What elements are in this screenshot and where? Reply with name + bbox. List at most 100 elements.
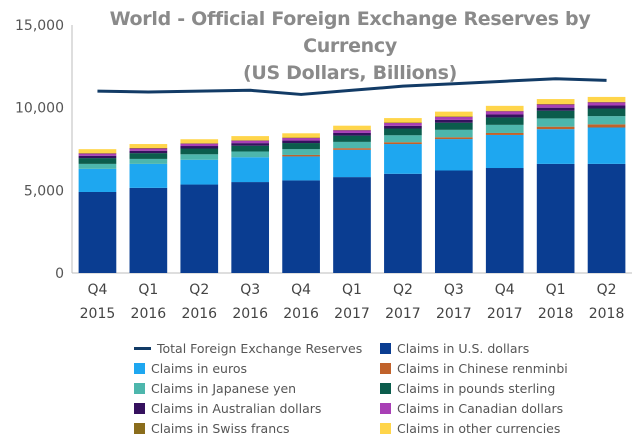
bar-segment-claims-in-canadian-dollars [587,102,626,106]
bar-segment-claims-in-australian-dollars [485,114,524,118]
bar-segment-claims-in-japanese-yen [180,154,219,160]
bar-segment-claims-in-pounds-sterling [434,122,473,130]
x-tick-label-year: 2018 [589,306,625,322]
legend-swatch [380,402,391,414]
legend-swatch [380,342,391,354]
bar-segment-claims-in-australian-dollars [333,132,371,136]
bar-segment-claims-in-other-currencies [78,149,117,154]
legend-swatch [380,382,391,394]
bar-segment-claims-in-other-currencies [384,118,422,123]
bar-segment-claims-in-swiss-francs [333,129,371,131]
legend-label: Claims in other currencies [397,420,561,436]
bar-segment-claims-in-euros [129,163,168,188]
bar-segment-claims-in-u-s-dollars [78,191,117,273]
bar-segment-claims-in-pounds-sterling [129,153,168,159]
bar-segment-claims-in-canadian-dollars [231,140,270,144]
bar-segment-claims-in-chinese-renminbi [282,154,320,157]
bar-segment-claims-in-u-s-dollars [384,173,422,273]
bar-segment-claims-in-pounds-sterling [333,135,371,142]
bar-segment-claims-in-euros [587,127,626,164]
bar-segment-claims-in-euros [231,157,270,183]
bar-segment-claims-in-other-currencies [180,139,219,144]
legend-item: Claims in pounds sterling [380,380,624,396]
bar-segment-claims-in-australian-dollars [536,107,575,111]
bar-segment-claims-in-swiss-francs [434,116,473,117]
x-tick-label-year: 2016 [283,306,319,322]
bar-segment-claims-in-u-s-dollars [129,187,168,273]
y-tick-label: 0 [55,266,64,282]
legend-swatch [380,362,391,374]
legend-swatch [134,382,145,394]
legend-item: Claims in Australian dollars [134,400,380,416]
legend-swatch [380,422,391,434]
legend-swatch [134,402,145,414]
bar-segment-claims-in-canadian-dollars [333,130,371,133]
bar-segment-claims-in-pounds-sterling [384,128,422,136]
bar-segment-claims-in-u-s-dollars [536,163,575,273]
legend-label: Claims in Swiss francs [151,420,290,436]
x-tick-label-year: 2017 [436,306,472,322]
x-tick-label-quarter: Q1 [138,282,158,298]
bar-segment-claims-in-japanese-yen [485,124,524,133]
bar-segment-claims-in-chinese-renminbi [434,137,473,140]
x-tick-label-quarter: Q1 [342,282,362,298]
bar-segment-claims-in-u-s-dollars [282,180,320,273]
bar-segment-claims-in-other-currencies [485,105,524,111]
x-tick-label-quarter: Q2 [597,282,617,298]
bar-segment-claims-in-australian-dollars [282,140,320,144]
x-tick-label-quarter: Q2 [189,282,209,298]
bar-segment-claims-in-other-currencies [536,99,575,105]
bar-segment-claims-in-euros [180,159,219,185]
bar-segment-claims-in-swiss-francs [129,148,168,149]
bar-segment-claims-in-pounds-sterling [180,148,219,155]
legend-label: Claims in Canadian dollars [397,400,564,416]
bar-segment-claims-in-other-currencies [587,96,626,102]
bar-segment-claims-in-japanese-yen [434,129,473,138]
bar-segment-claims-in-australian-dollars [587,105,626,109]
bar-segment-claims-in-swiss-francs [180,143,219,144]
bar-segment-claims-in-euros [78,168,117,192]
bar-segment-claims-in-australian-dollars [180,146,219,149]
bar-segment-claims-in-australian-dollars [129,150,168,154]
bar-segment-claims-in-japanese-yen [587,116,626,125]
bar-segment-claims-in-chinese-renminbi [587,124,626,128]
bar-segment-claims-in-pounds-sterling [282,143,320,150]
chart-title-block: World - Official Foreign Exchange Reserv… [70,6,630,87]
legend-item: Claims in U.S. dollars [380,340,624,356]
x-tick-label-year: 2015 [80,306,116,322]
x-tick-label-year: 2016 [232,306,268,322]
x-tick-label-quarter: Q4 [291,282,311,298]
y-tick-label: 10,000 [15,101,64,117]
legend-item: Claims in Canadian dollars [380,400,624,416]
legend-label: Claims in pounds sterling [397,380,556,396]
x-tick-label-year: 2018 [538,306,574,322]
legend-label: Total Foreign Exchange Reserves [157,340,363,356]
bar-segment-claims-in-u-s-dollars [434,170,473,273]
x-tick-label-quarter: Q3 [240,282,260,298]
x-tick-label-year: 2016 [181,306,217,322]
x-tick-label-quarter: Q2 [393,282,413,298]
x-tick-label-quarter: Q1 [546,282,566,298]
bar-segment-claims-in-swiss-francs [231,140,270,141]
x-tick-label-quarter: Q3 [444,282,464,298]
bar-segment-claims-in-canadian-dollars [180,143,219,147]
legend-label: Claims in U.S. dollars [397,340,530,356]
bar-segment-claims-in-pounds-sterling [78,158,117,164]
bar-segment-claims-in-other-currencies [282,133,320,138]
legend-item: Total Foreign Exchange Reserves [134,340,380,356]
bar-segment-claims-in-pounds-sterling [587,108,626,117]
legend-label: Claims in Japanese yen [151,380,297,396]
bar-segment-claims-in-pounds-sterling [485,117,524,125]
bar-segment-claims-in-swiss-francs [282,137,320,139]
x-tick-label-quarter: Q4 [495,282,515,298]
bar-segment-claims-in-canadian-dollars [78,153,117,156]
bar-segment-claims-in-other-currencies [231,136,270,141]
chart-legend: Total Foreign Exchange Reserves Claims in… [134,340,624,436]
bar-segment-claims-in-japanese-yen [536,118,575,127]
bar-segment-claims-in-australian-dollars [231,143,270,146]
bar-segment-claims-in-euros [434,139,473,171]
bar-segment-claims-in-japanese-yen [78,163,117,169]
legend-swatch [134,422,145,434]
bar-segment-claims-in-japanese-yen [129,158,168,164]
legend-item: Claims in Japanese yen [134,380,380,396]
